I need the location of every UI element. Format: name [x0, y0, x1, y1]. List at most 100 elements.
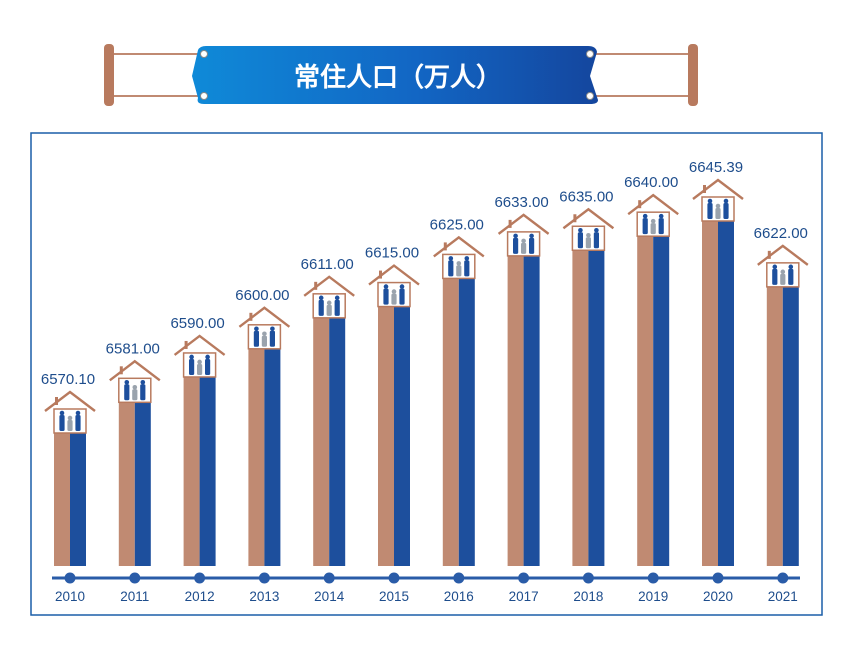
- house-roof: [44, 390, 96, 412]
- value-label: 6640.00: [624, 174, 678, 191]
- timeline-dot-icon: [388, 572, 400, 584]
- figure-head: [594, 227, 599, 233]
- figure-body: [75, 415, 81, 431]
- figure-body: [253, 330, 259, 347]
- family-house-icon: [562, 207, 615, 252]
- family-house-icon: [497, 213, 550, 257]
- house-roof: [497, 213, 550, 235]
- figure-body: [650, 223, 656, 235]
- bar-right-half: [718, 221, 734, 566]
- timeline-dot-icon: [258, 572, 270, 584]
- bar-2011: 6581.00 2011: [106, 340, 161, 604]
- value-label: 6600.00: [235, 287, 289, 304]
- figure-head: [59, 410, 65, 416]
- figure-body: [529, 237, 535, 254]
- bars-group: 6570.10 2010 6581.00 2011 6590.00 2012 6600.00…: [41, 159, 809, 604]
- figure-body: [318, 299, 324, 316]
- figure-head: [399, 284, 405, 289]
- timeline-dot-icon: [777, 572, 789, 584]
- bar-left-half: [507, 255, 524, 566]
- bar-2012: 6590.00 2012: [170, 315, 226, 604]
- house-roof: [173, 334, 226, 356]
- bar-2018: 6635.00 2018: [559, 188, 615, 604]
- bar-2020: 6645.39 2020: [689, 159, 744, 604]
- house-roof: [562, 207, 615, 230]
- figure-body: [59, 415, 65, 431]
- figure-body: [658, 218, 664, 235]
- figure-head: [334, 295, 340, 301]
- figure-body: [334, 299, 340, 316]
- right-post: [688, 44, 698, 106]
- year-label: 2016: [444, 589, 474, 604]
- value-label: 6645.39: [689, 159, 743, 176]
- figure-body: [326, 304, 332, 316]
- figure-body: [585, 237, 591, 249]
- figure-head: [780, 269, 786, 275]
- year-label: 2010: [55, 589, 85, 604]
- timeline-dot-icon: [647, 572, 659, 584]
- value-label: 6633.00: [494, 194, 548, 211]
- house-roof: [433, 235, 485, 258]
- figure-body: [391, 293, 397, 305]
- year-label: 2013: [249, 589, 279, 604]
- figure-body: [67, 420, 73, 431]
- bar-2014: 6611.00 2014: [301, 256, 355, 604]
- figure-head: [658, 213, 664, 219]
- house-chimney: [508, 219, 512, 228]
- bar-right-half: [70, 433, 86, 566]
- bar-left-half: [313, 317, 330, 566]
- house-chimney: [443, 242, 447, 251]
- year-label: 2014: [314, 589, 345, 604]
- figure-body: [189, 358, 195, 375]
- figure-head: [140, 380, 146, 385]
- value-label: 6615.00: [365, 245, 419, 262]
- figure-head: [707, 198, 713, 204]
- chart-title: 常住人口（万人）: [294, 62, 502, 93]
- chart-frame: [30, 132, 823, 616]
- figure-head: [448, 256, 454, 261]
- figure-head: [788, 264, 794, 270]
- bar-right-half: [458, 278, 475, 566]
- house-roof: [368, 264, 420, 286]
- house-chimney: [119, 366, 123, 375]
- figure-head: [318, 295, 324, 301]
- family-house-icon: [627, 193, 679, 237]
- figure-head: [578, 227, 583, 233]
- figure-head: [772, 264, 778, 270]
- figure-body: [132, 389, 138, 401]
- family-house-icon: [692, 178, 744, 222]
- bar-right-half: [199, 376, 216, 566]
- figure-body: [513, 237, 519, 254]
- family-house-icon: [173, 334, 226, 378]
- figure-body: [140, 384, 146, 401]
- timeline-dot-icon: [582, 572, 594, 584]
- bar-2021: 6622.00 2021: [754, 225, 809, 604]
- bar-left-half: [766, 286, 783, 566]
- figure-body: [772, 268, 778, 285]
- value-label: 6581.00: [106, 340, 160, 357]
- left-post: [104, 44, 114, 106]
- family-house-icon: [433, 235, 485, 280]
- timeline-dot-icon: [64, 572, 76, 584]
- house-chimney: [379, 270, 382, 279]
- figure-body: [723, 203, 729, 219]
- figure-body: [399, 288, 405, 305]
- bar-left-half: [54, 433, 70, 566]
- banner-ribbon: [192, 46, 598, 104]
- bar-left-half: [118, 402, 135, 566]
- year-label: 2019: [638, 589, 668, 604]
- figure-head: [189, 354, 194, 360]
- house-roof: [757, 244, 809, 266]
- family-house-icon: [303, 275, 355, 319]
- house-roof: [692, 178, 744, 200]
- figure-head: [75, 410, 81, 416]
- figure-head: [326, 300, 332, 306]
- figure-body: [383, 288, 389, 305]
- bar-right-half: [134, 402, 151, 566]
- figure-body: [707, 203, 713, 219]
- figure-head: [383, 284, 389, 289]
- year-label: 2015: [379, 589, 409, 604]
- house-chimney: [703, 185, 706, 193]
- figure-head: [262, 331, 267, 337]
- house-roof: [238, 306, 291, 328]
